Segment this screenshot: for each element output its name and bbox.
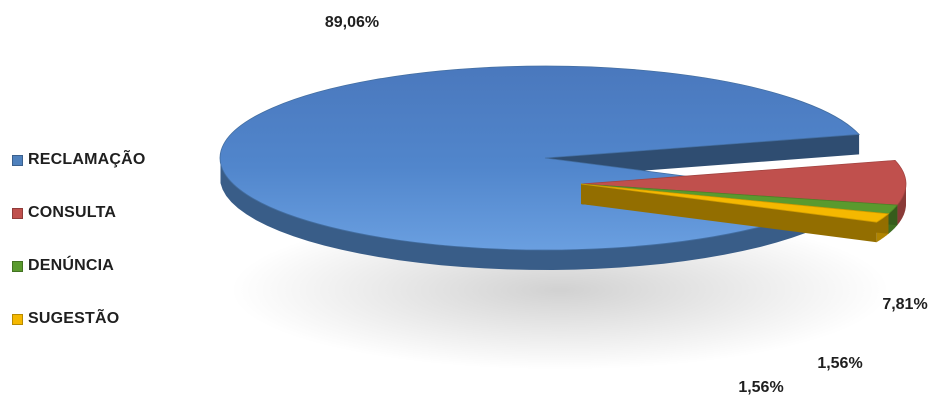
data-label-denuncia: 1,56% [817,355,862,372]
legend-swatch-sugestao [12,313,23,325]
legend-item-consulta: CONSULTA [12,203,146,223]
data-label-sugestao: 1,56% [738,379,783,396]
legend-label-reclamacao: RECLAMAÇÃO [28,151,146,168]
legend-swatch-consulta [12,207,23,219]
pie-slice-face-sugestao-1 [581,184,877,243]
pie-slice-top-sugestao [580,183,890,223]
pie-slice-sugestao [580,183,890,243]
pie-slice-reclamacao [219,65,860,270]
pie-slice-face-reclamacao-1 [545,134,860,178]
data-label-reclamacao: 89,06% [325,14,379,31]
legend-item-reclamacao: RECLAMAÇÃO [12,150,146,170]
legend-swatch-denuncia [12,260,23,272]
legend-label-sugestao: SUGESTÃO [28,310,120,327]
legend-item-sugestao: SUGESTÃO [12,309,146,329]
legend-swatch-reclamacao [12,154,23,166]
legend-label-consulta: CONSULTA [28,204,117,221]
legend-label-denuncia: DENÚNCIA [28,257,115,274]
pie-slice-side-reclamacao [220,163,841,270]
legend: RECLAMAÇÃO CONSULTA DENÚNCIA SUGESTÃO [12,150,146,362]
legend-item-denuncia: DENÚNCIA [12,256,146,276]
pie-slice-side-consulta [897,184,906,226]
data-label-consulta: 7,81% [882,296,927,313]
pie-slice-top-consulta [580,159,907,206]
